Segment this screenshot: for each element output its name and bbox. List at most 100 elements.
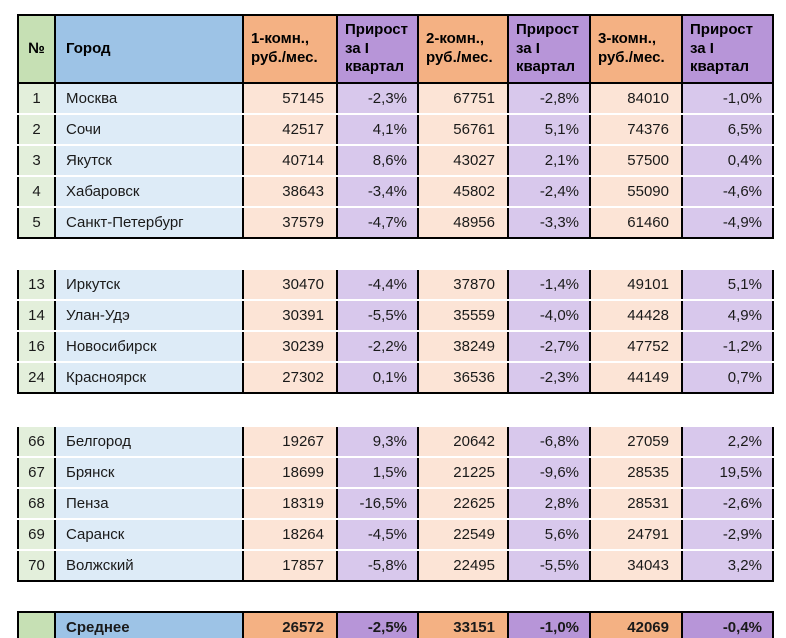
top-cities-block: 1 Москва 57145 -2,3% 67751 -2,8% 84010 -1,0% 2 Со… — [17, 83, 774, 239]
header-num: № — [17, 14, 56, 84]
price-2room-cell: 45802 — [417, 176, 509, 208]
price-2room-cell: 35559 — [417, 300, 509, 332]
header-growth-3room: Прирост за I квартал — [681, 14, 774, 84]
price-2room-cell: 37870 — [417, 270, 509, 301]
row-num-cell: 24 — [17, 362, 56, 394]
growth-2room-cell: -4,0% — [507, 300, 591, 332]
growth-2room-cell: -2,4% — [507, 176, 591, 208]
header-row: № Город 1-комн., руб./мес. Прирост за I … — [17, 14, 774, 84]
growth-2room-cell: 5,1% — [507, 114, 591, 146]
growth-2room-cell: -2,7% — [507, 331, 591, 363]
growth-3room-cell: -4,9% — [681, 207, 774, 239]
table-row: 16 Новосибирск 30239 -2,2% 38249 -2,7% 47752 -1… — [17, 331, 774, 363]
growth-3room-cell: 2,2% — [681, 427, 774, 458]
price-1room-cell: 18699 — [242, 457, 338, 489]
growth-1room-cell: 0,1% — [336, 362, 419, 394]
price-3room-cell: 34043 — [589, 550, 683, 582]
price-1room-cell: 18264 — [242, 519, 338, 551]
summary-table: Среднее 26572 -2,5% 33151 -1,0% 42069 -0… — [17, 611, 774, 638]
growth-3room-cell: 0,7% — [681, 362, 774, 394]
table-row: 3 Якутск 40714 8,6% 43027 2,1% 57500 0,4% — [17, 145, 774, 177]
price-1room-cell: 17857 — [242, 550, 338, 582]
city-cell: Новосибирск — [54, 331, 244, 363]
city-cell: Хабаровск — [54, 176, 244, 208]
price-1room-cell: 57145 — [242, 83, 338, 115]
price-1room-cell: 40714 — [242, 145, 338, 177]
price-2room-cell: 38249 — [417, 331, 509, 363]
price-2room-cell: 56761 — [417, 114, 509, 146]
row-num-cell: 69 — [17, 519, 56, 551]
summary-num-cell — [17, 611, 56, 638]
table-row: 69 Саранск 18264 -4,5% 22549 5,6% 24791 -2,9% — [17, 519, 774, 551]
price-3room-cell: 74376 — [589, 114, 683, 146]
growth-2room-cell: -1,4% — [507, 270, 591, 301]
price-1room-cell: 30391 — [242, 300, 338, 332]
header-price-3room: 3-комн., руб./мес. — [589, 14, 683, 84]
price-2room-cell: 21225 — [417, 457, 509, 489]
growth-1room-cell: -3,4% — [336, 176, 419, 208]
row-num-cell: 1 — [17, 83, 56, 115]
growth-1room-cell: -2,3% — [336, 83, 419, 115]
header-city: Город — [54, 14, 244, 84]
table-row: 4 Хабаровск 38643 -3,4% 45802 -2,4% 55090 -4,6% — [17, 176, 774, 208]
growth-3room-cell: 3,2% — [681, 550, 774, 582]
row-num-cell: 3 — [17, 145, 56, 177]
price-1room-cell: 27302 — [242, 362, 338, 394]
table-row: 70 Волжский 17857 -5,8% 22495 -5,5% 34043 3,2% — [17, 550, 774, 582]
city-cell: Сочи — [54, 114, 244, 146]
row-num-cell: 14 — [17, 300, 56, 332]
price-3room-cell: 44428 — [589, 300, 683, 332]
price-3room-cell: 47752 — [589, 331, 683, 363]
price-2room-cell: 22625 — [417, 488, 509, 520]
growth-3room-cell: -2,6% — [681, 488, 774, 520]
price-1room-cell: 18319 — [242, 488, 338, 520]
summary-price-2room-cell: 33151 — [417, 611, 509, 638]
summary-row: Среднее 26572 -2,5% 33151 -1,0% 42069 -0… — [17, 611, 774, 638]
growth-1room-cell: -4,7% — [336, 207, 419, 239]
header-price-2room: 2-комн., руб./мес. — [417, 14, 509, 84]
header-growth-1room: Прирост за I квартал — [336, 14, 419, 84]
price-3room-cell: 49101 — [589, 270, 683, 301]
row-num-cell: 70 — [17, 550, 56, 582]
summary-price-3room-cell: 42069 — [589, 611, 683, 638]
growth-2room-cell: -6,8% — [507, 427, 591, 458]
growth-1room-cell: -4,4% — [336, 270, 419, 301]
growth-1room-cell: -16,5% — [336, 488, 419, 520]
city-cell: Пенза — [54, 488, 244, 520]
price-1room-cell: 30470 — [242, 270, 338, 301]
growth-1room-cell: 9,3% — [336, 427, 419, 458]
growth-3room-cell: 6,5% — [681, 114, 774, 146]
rent-table-main: № Город 1-комн., руб./мес. Прирост за I … — [17, 14, 774, 239]
price-3room-cell: 84010 — [589, 83, 683, 115]
growth-2room-cell: 2,1% — [507, 145, 591, 177]
table-row: 67 Брянск 18699 1,5% 21225 -9,6% 28535 19,5% — [17, 457, 774, 489]
growth-1room-cell: -5,5% — [336, 300, 419, 332]
row-num-cell: 68 — [17, 488, 56, 520]
summary-growth-2room-cell: -1,0% — [507, 611, 591, 638]
price-3room-cell: 24791 — [589, 519, 683, 551]
growth-3room-cell: -4,6% — [681, 176, 774, 208]
row-num-cell: 67 — [17, 457, 56, 489]
price-3room-cell: 55090 — [589, 176, 683, 208]
price-1room-cell: 42517 — [242, 114, 338, 146]
rent-table-bottom-block: 66 Белгород 19267 9,3% 20642 -6,8% 27059 2,2% 67… — [17, 427, 774, 582]
price-1room-cell: 37579 — [242, 207, 338, 239]
growth-1room-cell: 8,6% — [336, 145, 419, 177]
growth-2room-cell: -2,8% — [507, 83, 591, 115]
price-3room-cell: 44149 — [589, 362, 683, 394]
row-num-cell: 5 — [17, 207, 56, 239]
summary-growth-3room-cell: -0,4% — [681, 611, 774, 638]
city-cell: Иркутск — [54, 270, 244, 301]
city-cell: Санкт-Петербург — [54, 207, 244, 239]
growth-3room-cell: -1,0% — [681, 83, 774, 115]
city-cell: Брянск — [54, 457, 244, 489]
growth-2room-cell: -3,3% — [507, 207, 591, 239]
price-3room-cell: 27059 — [589, 427, 683, 458]
table-row: 66 Белгород 19267 9,3% 20642 -6,8% 27059 2,2% — [17, 427, 774, 458]
row-num-cell: 66 — [17, 427, 56, 458]
row-num-cell: 13 — [17, 270, 56, 301]
row-num-cell: 4 — [17, 176, 56, 208]
summary-label-cell: Среднее — [54, 611, 244, 638]
rent-table-mid-block: 13 Иркутск 30470 -4,4% 37870 -1,4% 49101 5,1% 14… — [17, 270, 774, 394]
